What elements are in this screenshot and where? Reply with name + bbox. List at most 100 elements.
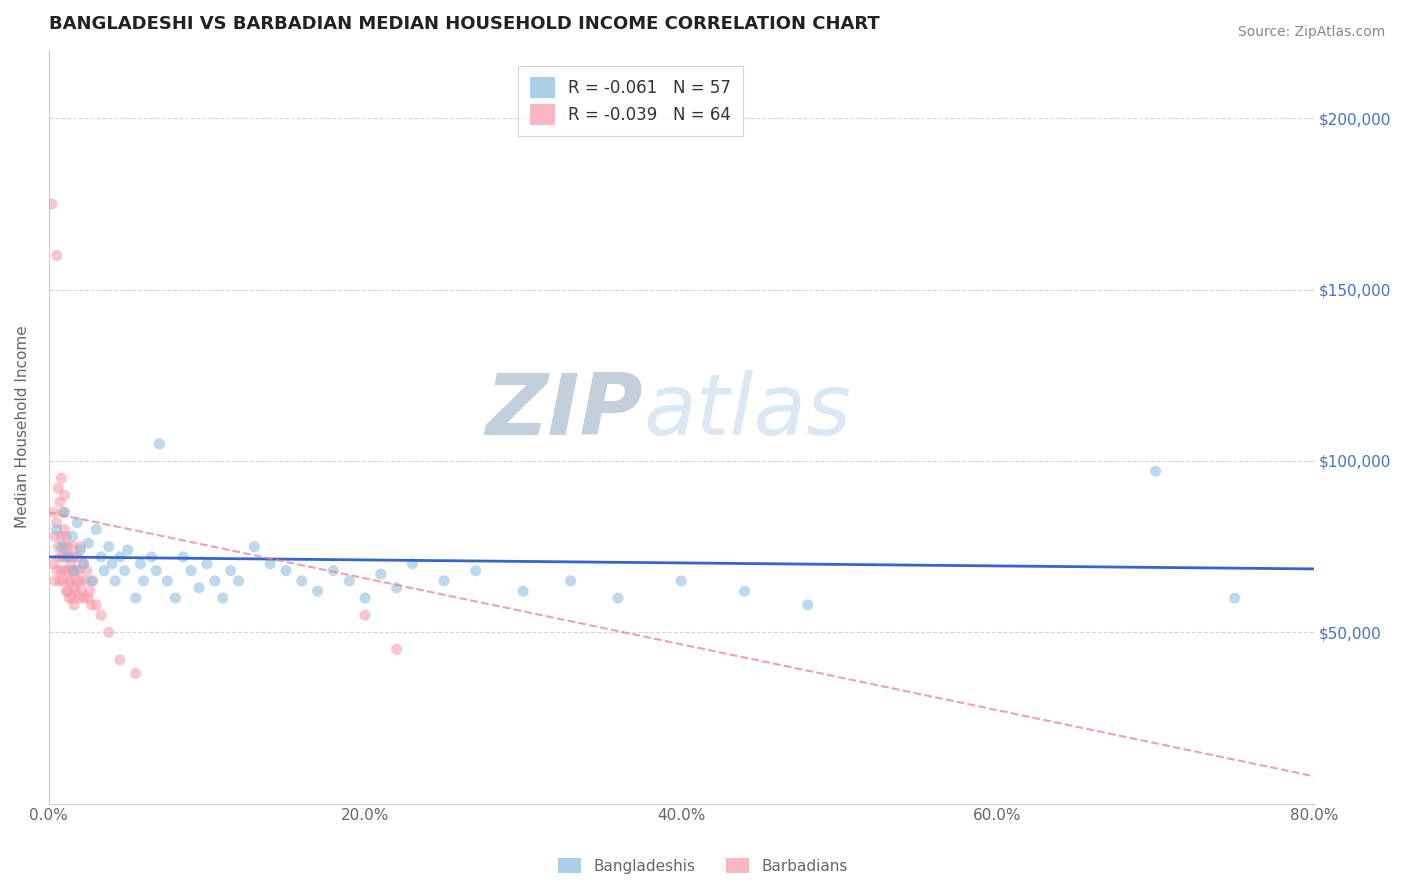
Point [58,591,80,605]
Legend: Bangladeshis, Barbadians: Bangladeshis, Barbadians [553,852,853,880]
Point [53,540,76,554]
Point [464,564,486,578]
Point [433,574,456,588]
Point [129,557,152,571]
Point [307,584,329,599]
Point [49,574,72,588]
Text: Source: ZipAtlas.com: Source: ZipAtlas.com [1237,25,1385,39]
Point [322,564,344,578]
Point [90,608,112,623]
Point [734,584,756,599]
Point [67,591,90,605]
Point [797,598,820,612]
Point [90,549,112,564]
Point [45,248,67,262]
Point [125,666,148,681]
Text: BANGLADESHI VS BARBADIAN MEDIAN HOUSEHOLD INCOME CORRELATION CHART: BANGLADESHI VS BARBADIAN MEDIAN HOUSEHOL… [49,15,880,33]
Point [75,574,97,588]
Point [55,529,77,543]
Point [53,488,76,502]
Point [1223,591,1246,605]
Point [65,584,87,599]
Point [53,505,76,519]
Point [114,564,136,578]
Point [66,574,89,588]
Point [56,584,79,599]
Point [354,591,377,605]
Point [84,598,107,612]
Point [512,584,534,599]
Point [72,591,94,605]
Point [76,564,98,578]
Point [93,564,115,578]
Point [41,197,63,211]
Point [385,642,408,657]
Point [77,591,100,605]
Point [560,574,582,588]
Point [44,529,66,543]
Y-axis label: Median Household Income: Median Household Income [15,326,30,528]
Point [53,564,76,578]
Point [45,564,67,578]
Point [1144,464,1167,478]
Point [80,598,103,612]
Point [44,574,66,588]
Point [145,564,167,578]
Point [51,564,73,578]
Point [607,591,630,605]
Point [188,581,211,595]
Point [55,584,77,599]
Point [82,574,104,588]
Point [72,557,94,571]
Point [58,574,80,588]
Point [84,523,107,537]
Point [55,549,77,564]
Point [69,543,91,558]
Point [67,564,90,578]
Point [49,495,72,509]
Point [46,482,69,496]
Point [51,471,73,485]
Point [63,581,86,595]
Point [156,574,179,588]
Point [141,549,163,564]
Point [108,549,131,564]
Point [211,591,233,605]
Point [62,591,84,605]
Point [337,574,360,588]
Point [51,540,73,554]
Point [51,529,73,543]
Point [66,516,89,530]
Point [63,564,86,578]
Point [172,549,194,564]
Point [46,540,69,554]
Point [385,581,408,595]
Point [180,564,202,578]
Text: atlas: atlas [644,370,851,453]
Point [69,540,91,554]
Point [56,540,79,554]
Point [45,523,67,537]
Point [72,557,94,571]
Point [70,584,93,599]
Point [53,523,76,537]
Point [108,653,131,667]
Point [101,557,124,571]
Point [42,557,65,571]
Point [59,557,82,571]
Point [59,574,82,588]
Point [62,529,84,543]
Point [204,574,226,588]
Point [56,564,79,578]
Point [52,549,75,564]
Point [291,574,314,588]
Legend: R = -0.061   N = 57, R = -0.039   N = 64: R = -0.061 N = 57, R = -0.039 N = 64 [519,66,742,136]
Point [52,505,75,519]
Point [63,549,86,564]
Point [671,574,693,588]
Point [62,540,84,554]
Point [62,564,84,578]
Point [228,574,250,588]
Point [65,564,87,578]
Point [117,543,139,558]
